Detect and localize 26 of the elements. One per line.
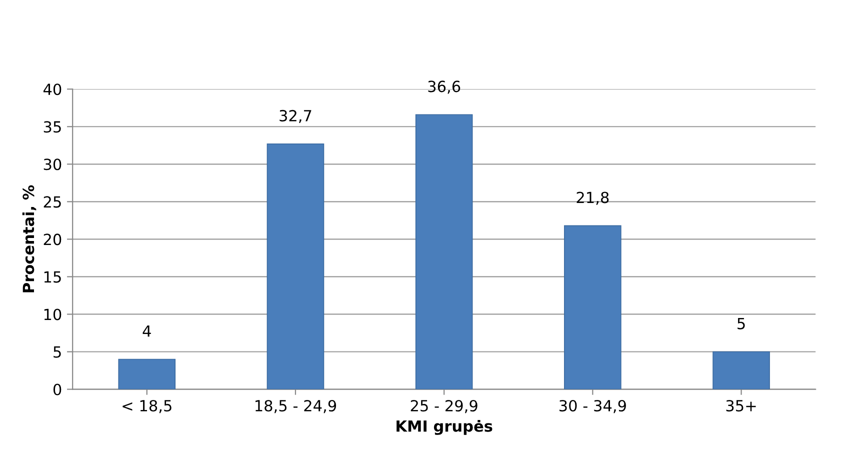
bar <box>564 225 622 390</box>
bar <box>118 358 176 390</box>
bar <box>415 114 473 390</box>
y-tick-label: 40 <box>43 84 62 96</box>
y-tick-label: 35 <box>44 121 61 133</box>
y-tick-label: 5 <box>54 346 61 358</box>
x-axis-title: KMI grupės <box>396 420 492 435</box>
data-label: 32,7 <box>280 110 312 124</box>
y-tick-label: 30 <box>44 158 62 170</box>
x-tick-label: < 18,5 <box>122 400 172 414</box>
data-label: 4 <box>142 325 151 337</box>
x-tick-label: 25 - 29,9 <box>410 400 478 414</box>
y-tick-label: 25 <box>44 196 61 208</box>
y-tick-label: 15 <box>44 271 61 283</box>
x-tick-label: 30 - 34,9 <box>560 400 626 414</box>
data-label: 36,6 <box>428 80 460 94</box>
x-tick-label: 35+ <box>726 400 756 412</box>
bar <box>266 143 324 390</box>
y-axis-title: Procentai, % <box>22 185 36 292</box>
x-tick-label: 18,5 - 24,9 <box>256 400 336 414</box>
y-tick-label: 0 <box>53 384 62 396</box>
data-label: 5 <box>738 318 745 330</box>
data-label: 21,8 <box>576 192 609 205</box>
y-tick-label: 20 <box>44 234 62 246</box>
bar <box>712 351 770 390</box>
y-tick-label: 10 <box>44 308 62 320</box>
